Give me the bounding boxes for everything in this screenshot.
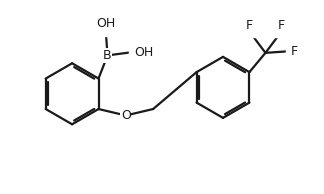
Text: O: O [121, 109, 131, 122]
Text: F: F [278, 19, 285, 32]
Text: OH: OH [96, 17, 116, 30]
Text: F: F [291, 45, 298, 58]
Text: OH: OH [134, 46, 153, 59]
Text: B: B [103, 49, 112, 62]
Text: F: F [246, 19, 253, 32]
